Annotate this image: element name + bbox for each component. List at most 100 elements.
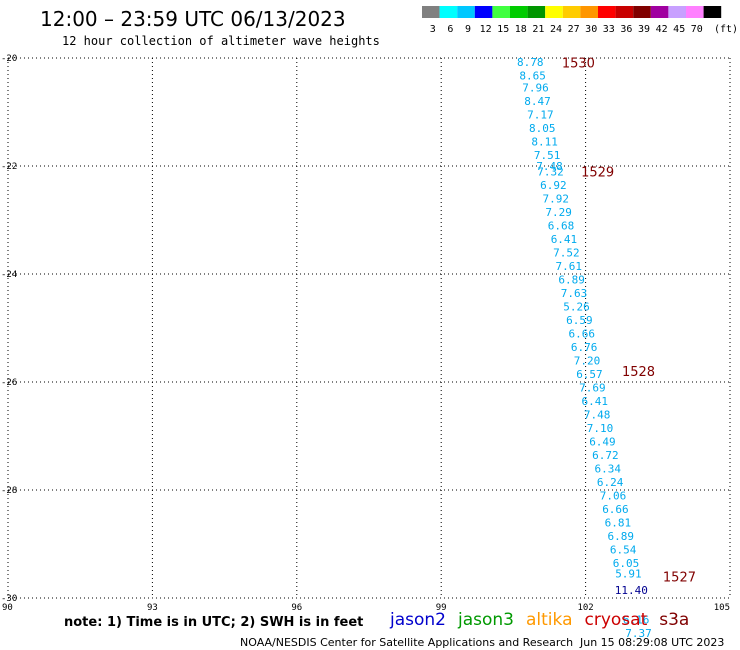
- legend-swatch: [668, 6, 686, 18]
- swh-label: 7.69: [579, 381, 606, 394]
- swh-label: 6.24: [597, 476, 624, 489]
- swh-label: 6.92: [540, 179, 567, 192]
- legend-label: 36: [620, 24, 632, 35]
- swh-label: 5.26: [563, 300, 590, 313]
- y-tick-label: -24: [1, 270, 17, 280]
- swh-label: 7.37: [625, 627, 652, 640]
- swh-label: 6.16: [623, 614, 650, 627]
- data-labels: 8.788.657.968.477.178.058.117.517.487.32…: [517, 56, 652, 640]
- satellite-jason3: jason3: [457, 610, 514, 630]
- swh-label: 6.89: [607, 530, 634, 543]
- legend-label: 39: [638, 24, 650, 35]
- swh-label: 6.66: [568, 327, 595, 340]
- legend-label: 15: [497, 24, 509, 35]
- time-labels: 1530 1529 1528 1527: [562, 56, 696, 585]
- satellite-legend: jason2 jason3 altika cryosat s3a: [389, 610, 689, 630]
- y-tick-label: -28: [1, 486, 17, 496]
- swh-label: 8.11: [531, 136, 558, 149]
- swh-label: 7.52: [553, 246, 580, 259]
- x-tick-label: 93: [147, 603, 158, 613]
- swh-label: 7.48: [584, 408, 611, 421]
- footer-credit: NOAA/NESDIS Center for Satellite Applica…: [240, 636, 573, 649]
- swh-label: 6.76: [571, 341, 598, 354]
- swh-label: 7.96: [522, 82, 549, 95]
- legend-label: 9: [465, 24, 471, 35]
- swh-label: 5.91: [615, 568, 642, 581]
- swh-label: 8.78: [517, 56, 544, 69]
- legend-swatch: [562, 6, 581, 18]
- legend-label: 27: [568, 24, 580, 35]
- chart-title: 12:00 – 23:59 UTC 06/13/2023: [40, 7, 346, 31]
- legend-label: 21: [532, 24, 544, 35]
- legend-swatch: [492, 6, 510, 18]
- swh-label: 6.05: [613, 557, 640, 570]
- color-legend: 3 6 9 12 15 18 21 24 27 30 33 36 39 42 45 70: [422, 6, 722, 35]
- legend-swatch: [615, 6, 634, 18]
- swh-label: 6.34: [594, 462, 621, 475]
- swh-label: 6.81: [605, 516, 632, 529]
- legend-swatch: [545, 6, 563, 18]
- swh-label: 7.32: [537, 165, 564, 178]
- swh-label: 8.65: [519, 69, 546, 82]
- x-tick-label: 90: [2, 603, 13, 613]
- legend-swatch: [474, 6, 493, 18]
- legend-label: 3: [430, 24, 436, 35]
- swh-label: 6.68: [548, 219, 575, 232]
- grid-lines: [7, 57, 731, 599]
- swh-label: 6.66: [602, 503, 629, 516]
- swh-label: 7.06: [600, 489, 627, 502]
- pass-time-label: 1530: [562, 56, 595, 71]
- swh-label: 6.72: [592, 449, 619, 462]
- x-tick-label: 99: [436, 603, 447, 613]
- legend-label: 30: [585, 24, 597, 35]
- pass-time-label: 1527: [663, 570, 696, 585]
- swh-label: 8.47: [524, 95, 551, 108]
- swh-label: 7.20: [574, 354, 601, 367]
- footer-timestamp: Jun 15 08:29:08 UTC 2023: [579, 636, 724, 649]
- x-tick-label: 102: [577, 603, 593, 613]
- swh-label: 7.17: [527, 109, 554, 122]
- legend-swatch: [598, 6, 616, 18]
- legend-label: 24: [550, 24, 562, 35]
- footer-note: note: 1) Time is in UTC; 2) SWH is in fe…: [64, 615, 363, 630]
- swh-label: 6.41: [581, 395, 608, 408]
- legend-label: 45: [673, 24, 685, 35]
- chart-subtitle: 12 hour collection of altimeter wave hei…: [62, 34, 380, 48]
- satellite-cryosat: cryosat: [585, 610, 648, 630]
- legend-swatch: [439, 6, 458, 18]
- x-tick-label: 105: [714, 603, 730, 613]
- swh-label: 6.59: [566, 314, 593, 327]
- y-tick-label: -20: [1, 54, 17, 64]
- swh-label: 11.40: [615, 584, 648, 597]
- legend-label: 33: [603, 24, 615, 35]
- swh-label: 6.41: [551, 233, 578, 246]
- legend-swatch: [422, 6, 440, 18]
- swh-label: 7.10: [587, 422, 614, 435]
- legend-swatch: [457, 6, 475, 18]
- legend-unit: (ft): [714, 24, 738, 35]
- swh-label: 6.89: [558, 273, 585, 286]
- swh-label: 7.63: [561, 287, 588, 300]
- swh-label: 6.49: [589, 435, 616, 448]
- satellite-altika: altika: [526, 610, 573, 630]
- legend-label: 6: [447, 24, 453, 35]
- satellite-jason2: jason2: [389, 610, 446, 630]
- y-tick-label: -30: [1, 594, 17, 604]
- swh-label: 7.29: [545, 206, 572, 219]
- legend-label: 42: [656, 24, 668, 35]
- legend-swatch: [580, 6, 598, 18]
- x-tick-label: 96: [291, 603, 302, 613]
- y-tick-label: -22: [1, 162, 17, 172]
- pass-time-label: 1528: [622, 365, 655, 380]
- swh-label: 7.92: [543, 192, 570, 205]
- legend-swatch: [703, 6, 722, 18]
- swh-label: 6.54: [610, 543, 637, 556]
- satellite-s3a: s3a: [659, 610, 689, 630]
- legend-label: 18: [515, 24, 527, 35]
- legend-swatch: [686, 6, 704, 18]
- swh-label: 7.51: [534, 149, 561, 162]
- pass-time-label: 1529: [581, 165, 614, 180]
- swh-label: 7.48: [536, 160, 563, 173]
